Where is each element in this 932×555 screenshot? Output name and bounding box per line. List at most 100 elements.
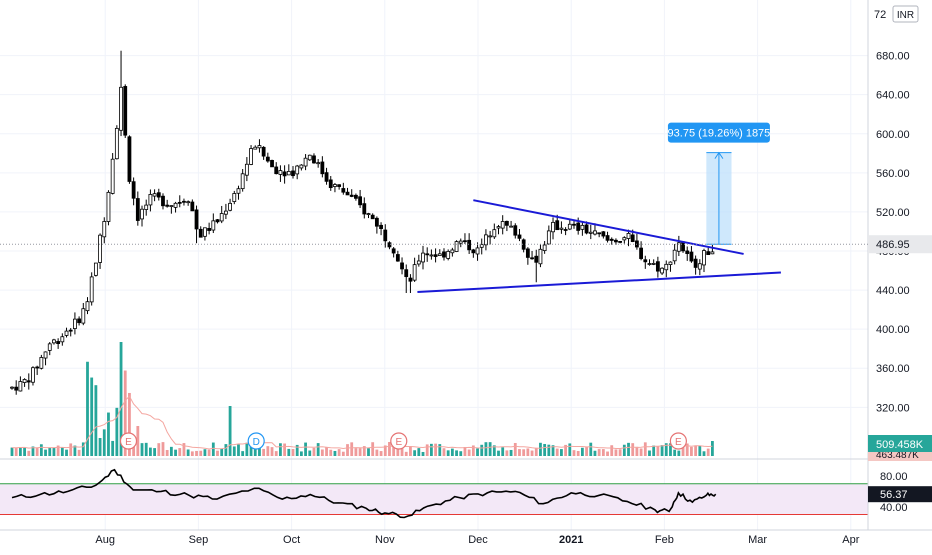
volume-bar <box>325 447 328 456</box>
volume-bar <box>220 448 224 456</box>
earnings-event-icon[interactable] <box>669 432 687 450</box>
volume-bar <box>471 445 475 456</box>
volume-bar <box>560 449 563 456</box>
volume-bar <box>299 451 303 456</box>
volume-bar <box>316 443 320 456</box>
volume-bar <box>128 392 131 456</box>
candle-down <box>601 231 606 237</box>
volume-bar <box>551 445 555 456</box>
candle-down <box>534 255 539 263</box>
price-tick-label: 600.00 <box>876 129 910 141</box>
volume-bar <box>463 446 467 456</box>
candle-up <box>412 264 417 281</box>
candle-down <box>442 251 446 258</box>
candle-up <box>542 244 547 251</box>
candle-down <box>265 156 270 162</box>
volume-bar <box>329 449 333 456</box>
volume-bar <box>421 451 425 456</box>
volume-bar <box>216 450 219 456</box>
candle-up <box>106 191 111 222</box>
volume-bar <box>543 443 547 456</box>
time-scale[interactable]: Aug Sep Oct Nov Dec 2021 Feb Mar Apr <box>0 529 932 546</box>
earnings-event-icon[interactable] <box>390 432 408 450</box>
earnings-event-icon[interactable] <box>119 432 138 450</box>
candle-up <box>559 227 564 230</box>
candle-down <box>56 341 61 344</box>
rsi-band <box>0 483 868 515</box>
volume-bar <box>618 449 622 456</box>
trendline-ascending[interactable] <box>417 271 781 294</box>
volume-bar <box>430 443 433 456</box>
candle-down <box>605 235 610 241</box>
candle-up <box>479 244 484 248</box>
volume-bar <box>379 451 383 456</box>
trendline-descending[interactable] <box>473 199 744 255</box>
volume-bar <box>585 447 588 456</box>
candle-up <box>98 234 102 263</box>
volume-bar <box>174 449 177 456</box>
volume-bar <box>669 443 672 456</box>
candle-up <box>232 193 237 202</box>
volume-bar <box>69 443 73 456</box>
volume-bar <box>375 449 379 456</box>
volume-bar <box>576 451 580 456</box>
volume-bar <box>392 445 396 456</box>
volume-bar <box>81 442 85 456</box>
trendlines[interactable] <box>417 199 781 294</box>
candle-up <box>211 220 216 231</box>
volume-bar <box>266 446 270 456</box>
volume-bar <box>10 447 14 456</box>
volume-bar <box>136 426 140 456</box>
price-scale[interactable]: 72INR680.00640.00600.00560.00520.00480.0… <box>0 0 932 530</box>
volume-label: 509.458K <box>876 439 924 451</box>
volume-bar <box>111 440 115 456</box>
dividend-event-icon[interactable] <box>247 432 265 450</box>
volume-bar <box>333 450 337 456</box>
candle-down <box>643 259 648 263</box>
candle-down <box>614 239 618 243</box>
measure-annotation[interactable]: 93.75 (19.26%) 1875 <box>668 122 771 245</box>
candle-down <box>123 86 128 136</box>
candle-up <box>626 233 631 239</box>
candle-up <box>496 226 501 229</box>
candle-up <box>509 225 513 228</box>
candle-down <box>282 171 287 177</box>
measure-label: 93.75 (19.26%) 1875 <box>668 128 771 140</box>
volume-bar <box>484 442 488 456</box>
candle-down <box>182 200 186 203</box>
candle-down <box>513 225 518 236</box>
candle-up <box>475 247 480 255</box>
volume-bar <box>710 441 714 456</box>
volume-bar <box>60 447 64 456</box>
candle-up <box>228 202 232 211</box>
volume-bar <box>547 444 551 456</box>
volume-bar <box>35 447 39 456</box>
volume-bar <box>434 443 437 456</box>
candle-up <box>672 249 677 262</box>
volume-bar <box>698 445 702 456</box>
event-symbol: E <box>675 437 682 448</box>
candle-down <box>156 192 161 198</box>
candle-down <box>693 258 698 268</box>
measure-arrow-head <box>714 151 724 159</box>
candle-up <box>551 221 555 233</box>
volume-bar <box>65 449 68 456</box>
volume-bar <box>509 449 513 456</box>
volume-bar <box>631 443 635 456</box>
volume-bar <box>291 449 295 456</box>
volume-bar <box>157 443 161 456</box>
candle-down <box>291 170 295 177</box>
volume-bar <box>673 449 677 456</box>
volume-bar <box>476 448 479 456</box>
volume-bar <box>274 451 278 456</box>
candle-up <box>538 248 543 265</box>
rsi-tick-label: 40.00 <box>880 502 908 514</box>
candle-up <box>660 267 664 274</box>
volume-bar <box>203 449 207 456</box>
candle-down <box>358 196 363 206</box>
currency-badge[interactable] <box>892 5 919 23</box>
candle-up <box>152 193 157 197</box>
